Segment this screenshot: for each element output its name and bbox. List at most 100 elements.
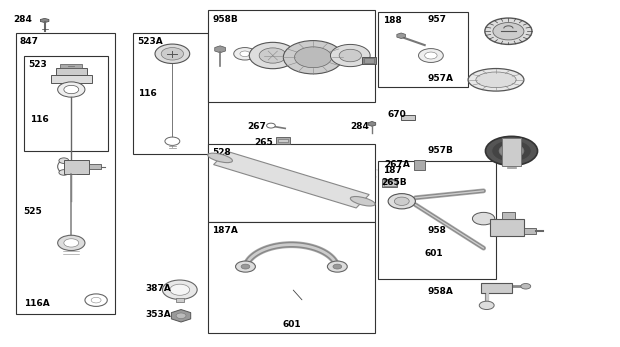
Ellipse shape — [208, 153, 232, 163]
Polygon shape — [368, 121, 376, 126]
Circle shape — [493, 23, 524, 40]
Polygon shape — [215, 46, 226, 53]
Text: eReplacementParts.com: eReplacementParts.com — [216, 166, 404, 181]
Ellipse shape — [350, 196, 375, 206]
Bar — [502, 138, 521, 166]
Text: 267: 267 — [247, 122, 265, 131]
Text: 267A: 267A — [384, 160, 410, 169]
Circle shape — [165, 137, 180, 145]
Text: 188: 188 — [383, 16, 401, 25]
Circle shape — [294, 47, 332, 68]
Circle shape — [330, 44, 370, 67]
Polygon shape — [397, 33, 405, 39]
Bar — [208, 144, 375, 222]
Circle shape — [155, 44, 190, 64]
Text: 523A: 523A — [138, 37, 164, 46]
Text: 116: 116 — [30, 115, 48, 124]
Text: 601: 601 — [282, 320, 301, 329]
Text: 116A: 116A — [24, 299, 50, 308]
Ellipse shape — [476, 72, 516, 88]
Text: 523: 523 — [28, 60, 46, 69]
Bar — [364, 58, 374, 63]
Bar — [480, 283, 511, 293]
Bar — [24, 56, 108, 151]
Text: 284: 284 — [14, 15, 32, 24]
Text: 387A: 387A — [146, 283, 172, 293]
Circle shape — [249, 42, 296, 69]
Circle shape — [333, 264, 342, 269]
Circle shape — [267, 123, 275, 128]
Circle shape — [327, 261, 347, 272]
Bar — [89, 164, 101, 169]
Circle shape — [64, 239, 79, 247]
Text: 958: 958 — [428, 226, 446, 235]
Text: 116: 116 — [138, 89, 156, 98]
Text: 353A: 353A — [146, 310, 172, 319]
Circle shape — [85, 294, 107, 306]
Text: 958A: 958A — [428, 287, 454, 296]
Bar — [384, 180, 396, 186]
Text: 284: 284 — [350, 122, 369, 131]
Text: 528: 528 — [212, 148, 231, 157]
Circle shape — [170, 284, 190, 295]
Bar — [133, 33, 208, 154]
Circle shape — [234, 48, 256, 60]
Text: 670: 670 — [388, 110, 406, 119]
Bar — [414, 160, 425, 170]
Text: 847: 847 — [20, 37, 39, 46]
Circle shape — [176, 313, 186, 319]
Bar — [502, 212, 515, 219]
Bar — [378, 12, 468, 87]
Text: 187A: 187A — [212, 226, 238, 235]
Circle shape — [59, 158, 69, 163]
Circle shape — [64, 85, 79, 94]
Bar — [362, 57, 376, 64]
Circle shape — [485, 18, 532, 44]
Bar — [276, 137, 290, 144]
Polygon shape — [213, 151, 370, 208]
Bar — [378, 161, 496, 279]
Circle shape — [162, 280, 197, 299]
Circle shape — [58, 235, 85, 251]
Circle shape — [472, 212, 495, 225]
Polygon shape — [171, 310, 191, 322]
Ellipse shape — [468, 69, 524, 91]
Circle shape — [418, 49, 443, 62]
Circle shape — [259, 48, 286, 63]
Circle shape — [394, 197, 409, 205]
Circle shape — [479, 301, 494, 310]
Bar — [176, 298, 184, 302]
Circle shape — [499, 144, 524, 158]
Bar — [382, 179, 397, 187]
Circle shape — [492, 140, 531, 162]
Text: 958B: 958B — [212, 15, 238, 24]
Bar — [208, 222, 375, 333]
Polygon shape — [40, 18, 49, 23]
Text: 957B: 957B — [428, 146, 454, 155]
Circle shape — [91, 297, 101, 303]
Bar — [51, 75, 92, 83]
Text: 601: 601 — [425, 249, 443, 258]
Bar — [208, 10, 375, 102]
Bar — [401, 115, 415, 120]
Circle shape — [425, 52, 437, 59]
Circle shape — [241, 264, 250, 269]
Circle shape — [485, 136, 538, 166]
Bar — [56, 68, 87, 75]
Text: 265: 265 — [254, 138, 273, 147]
Bar — [16, 33, 115, 314]
Bar — [524, 228, 536, 234]
Circle shape — [59, 170, 69, 175]
Circle shape — [388, 194, 415, 209]
Text: 957: 957 — [428, 15, 447, 24]
Bar — [490, 219, 524, 236]
Circle shape — [240, 51, 250, 57]
Circle shape — [236, 261, 255, 272]
Text: 265B: 265B — [381, 178, 407, 187]
Text: 187: 187 — [383, 166, 401, 175]
Circle shape — [283, 41, 343, 74]
Bar — [278, 139, 288, 142]
Circle shape — [161, 48, 184, 60]
Bar — [64, 160, 89, 174]
Circle shape — [339, 49, 361, 62]
